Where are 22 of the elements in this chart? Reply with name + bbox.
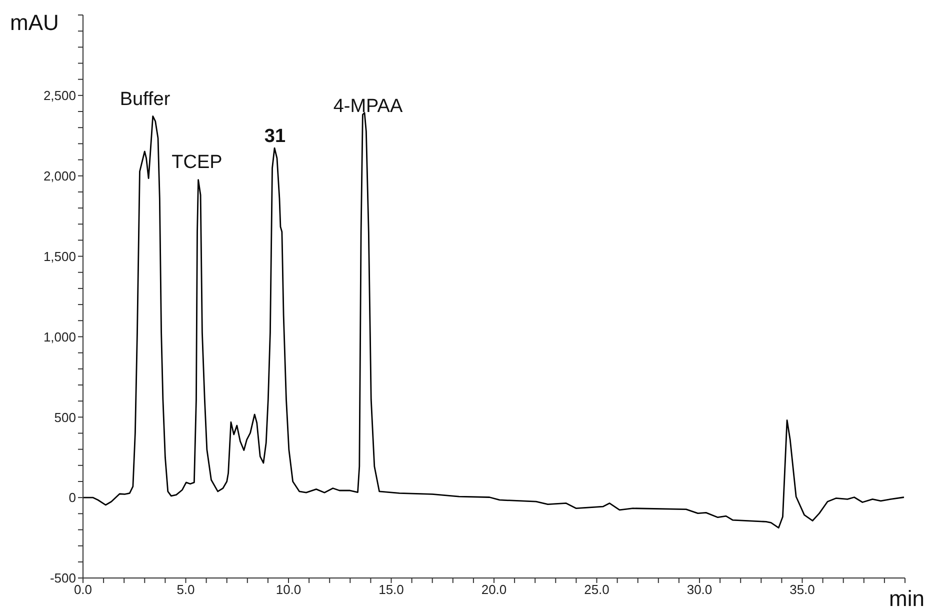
annotation: Buffer (120, 89, 170, 111)
y-tick-label: 0 (68, 490, 76, 506)
x-tick-label: 30.0 (686, 582, 712, 598)
y-tick-label: -500 (50, 570, 76, 586)
y-tick-label: 500 (54, 410, 76, 425)
x-tick-label: 20.0 (481, 582, 507, 598)
y-tick-label: 1,000 (43, 329, 76, 344)
x-tick-label: 15.0 (378, 582, 404, 598)
x-tick-label: 5.0 (176, 582, 195, 598)
annotation: 31 (264, 126, 286, 148)
x-tick-label: 25.0 (584, 582, 610, 598)
y-tick-label: 2,500 (43, 88, 76, 104)
x-axis-title: min (889, 586, 924, 608)
annotation: 4-MPAA (333, 96, 403, 118)
x-tick-label: 10.0 (276, 582, 302, 598)
x-tick-label: 0.0 (74, 582, 92, 598)
annotation: TCEP (172, 152, 222, 174)
y-axis-title: mAU (10, 10, 59, 36)
y-tick-label: 2,000 (43, 168, 76, 184)
line-series (83, 112, 905, 529)
y-tick-label: 1,500 (43, 248, 76, 264)
x-tick-label: 35.0 (790, 582, 815, 598)
